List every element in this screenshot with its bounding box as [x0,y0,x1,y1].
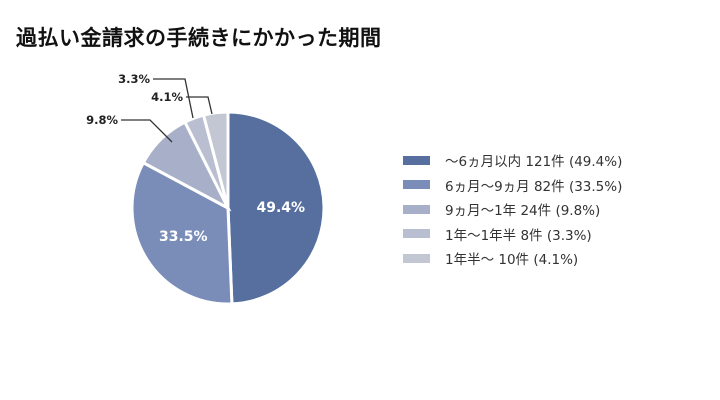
slice-label: 3.3% [118,72,150,86]
legend-swatch [403,180,430,190]
legend-item: 〜6ヵ月以内 121件 (49.4%) [403,148,622,173]
legend-swatch [403,204,430,214]
legend-label: 1年半〜 10件 (4.1%) [445,252,579,269]
legend-item: 9ヵ月〜1年 24件 (9.8%) [403,197,622,222]
legend-swatch [403,253,430,263]
slice-label: 9.8% [86,113,118,127]
legend-swatch [403,229,430,239]
legend-label: 6ヵ月〜9ヵ月 82件 (33.5%) [445,178,623,195]
chart-title: 過払い金請求の手続きにかかった期間 [16,26,382,50]
slice-label: 33.5% [159,229,208,245]
legend-item: 1年半〜 10件 (4.1%) [403,246,622,271]
leader-line [186,96,213,115]
slice-label: 49.4% [256,200,305,216]
leader-line [121,119,173,143]
legend-item: 1年〜1年半 8件 (3.3%) [403,222,622,247]
leader-line [153,78,194,119]
legend-label: 9ヵ月〜1年 24件 (9.8%) [445,203,601,220]
legend-label: 〜6ヵ月以内 121件 (49.4%) [445,154,623,171]
legend-item: 6ヵ月〜9ヵ月 82件 (33.5%) [403,173,622,198]
slice-label: 4.1% [151,90,183,104]
legend-swatch [403,155,430,165]
pie-slice [201,110,230,209]
legend: 〜6ヵ月以内 121件 (49.4%) 6ヵ月〜9ヵ月 82件 (33.5%) … [403,148,622,271]
pie-slice [226,110,326,306]
legend-label: 1年〜1年半 8件 (3.3%) [445,227,592,244]
